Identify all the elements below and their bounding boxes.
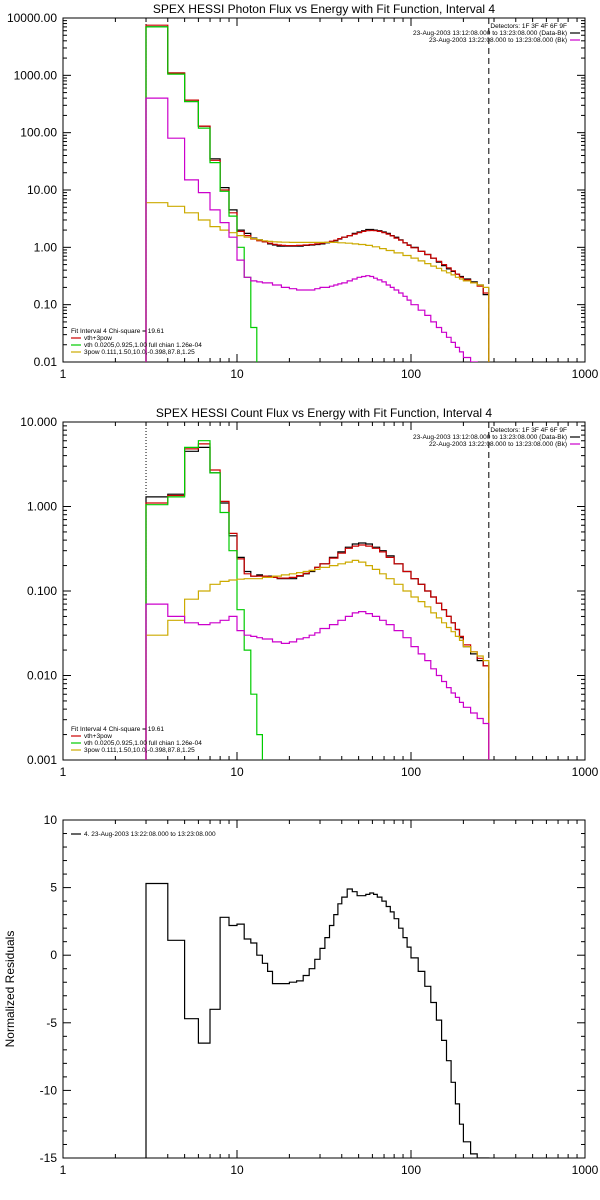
y-axis-label: Normalized Residuals bbox=[3, 931, 17, 1048]
series-line-2 bbox=[145, 24, 490, 362]
x-tick-label: 100 bbox=[401, 367, 421, 381]
chart-panel-3: 1 10 100 1000 -15 -10 -5 0 5 10 Normalized Residua… bbox=[3, 813, 599, 1177]
y-tick-label: -10 bbox=[40, 1083, 58, 1097]
legend-text: 3pow 0.111,1.50,10.0,-0.398,87.8,1.25 bbox=[84, 349, 195, 356]
legend-text: vth+3pow bbox=[84, 335, 112, 342]
chart-panel-1: SPEX HESSI Photon Flux vs Energy with Fi… bbox=[7, 2, 599, 381]
legend-text: Fit Interval 4 Chi-square = 19.61 bbox=[71, 328, 164, 335]
series-line-2 bbox=[145, 443, 490, 760]
y-tick-label: 1000.00 bbox=[14, 68, 58, 82]
info-text: 22-Aug-2003 13:22:08.000 to 13:23:08.000… bbox=[429, 441, 567, 448]
x-tick-label: 1 bbox=[60, 367, 67, 381]
x-tick-label: 10 bbox=[230, 1163, 244, 1177]
x-tick-label: 100 bbox=[401, 1163, 421, 1177]
y-tick-label: -15 bbox=[40, 1151, 58, 1165]
y-tick-label: -5 bbox=[46, 1016, 57, 1030]
chart-title: SPEX HESSI Count Flux vs Energy with Fit… bbox=[156, 406, 492, 420]
info-text: 23-Aug-2003 13:22:08.000 to 13:23:08.000… bbox=[429, 37, 567, 44]
y-tick-label: 0.100 bbox=[27, 584, 57, 598]
y-tick-label: 1.000 bbox=[27, 500, 57, 514]
legend-text: Fit Interval 4 Chi-square = 19.61 bbox=[71, 726, 164, 733]
x-tick-label: 1 bbox=[60, 1163, 67, 1177]
chart-title: SPEX HESSI Photon Flux vs Energy with Fi… bbox=[153, 2, 495, 16]
y-tick-label: 0.010 bbox=[27, 669, 57, 683]
y-tick-label: 5 bbox=[50, 881, 57, 895]
legend-text: 4. 23-Aug-2003 13:22:08.000 to 13:23:08.… bbox=[84, 831, 216, 838]
y-tick-label: 0.10 bbox=[34, 298, 58, 312]
x-tick-label: 10 bbox=[230, 765, 244, 779]
info-text: Detectors: 1F 3F 4F 6F 9F bbox=[490, 427, 567, 434]
series-line-1 bbox=[145, 446, 490, 760]
legend-text: vth 0.0205,0.925,1.00 full chian 1.26e-0… bbox=[84, 740, 202, 747]
series-line-4 bbox=[145, 559, 490, 760]
plot-frame bbox=[62, 421, 586, 761]
x-tick-label: 10 bbox=[230, 367, 244, 381]
series-line-5 bbox=[145, 603, 490, 760]
series-group bbox=[145, 24, 490, 362]
series-line-1 bbox=[145, 882, 490, 1158]
y-tick-label: 10.000 bbox=[20, 415, 57, 429]
chart-panel-2: SPEX HESSI Count Flux vs Energy with Fit… bbox=[20, 406, 599, 779]
x-tick-label: 1000 bbox=[572, 1163, 599, 1177]
series-line-3 bbox=[145, 440, 263, 760]
x-tick-label: 1000 bbox=[572, 765, 599, 779]
info-text: 23-Aug-2003 13:12:08.000 to 13:23:08.000… bbox=[413, 30, 567, 37]
y-tick-label: 0 bbox=[50, 948, 57, 962]
x-tick-label: 1000 bbox=[572, 367, 599, 381]
y-tick-label: 10 bbox=[44, 813, 58, 827]
legend-text: vth+3pow bbox=[84, 733, 112, 740]
y-tick-label: 100.00 bbox=[20, 126, 57, 140]
y-tick-label: 0.001 bbox=[27, 753, 57, 767]
info-text: 23-Aug-2003 13:12:08.000 to 13:23:08.000… bbox=[413, 434, 567, 441]
series-line-4 bbox=[145, 202, 490, 362]
y-tick-label: 1.00 bbox=[34, 240, 58, 254]
legend-text: 3pow 0.111,1.50,10.0,-0.398,87.8,1.25 bbox=[84, 747, 195, 754]
series-line-5 bbox=[145, 97, 478, 362]
info-text: Detectors: 1F 3F 4F 6F 9F bbox=[490, 23, 567, 30]
x-tick-label: 100 bbox=[401, 765, 421, 779]
y-tick-label: 10.00 bbox=[27, 183, 57, 197]
legend-text: vth 0.0205,0.925,1.00 full chian 1.26e-0… bbox=[84, 342, 202, 349]
x-tick-label: 1 bbox=[60, 765, 67, 779]
y-tick-label: 0.01 bbox=[34, 355, 58, 369]
plot-frame bbox=[62, 17, 586, 363]
series-group bbox=[145, 882, 490, 1158]
plot-frame bbox=[62, 819, 586, 1159]
y-tick-label: 10000.00 bbox=[7, 11, 57, 25]
series-group bbox=[145, 440, 490, 760]
